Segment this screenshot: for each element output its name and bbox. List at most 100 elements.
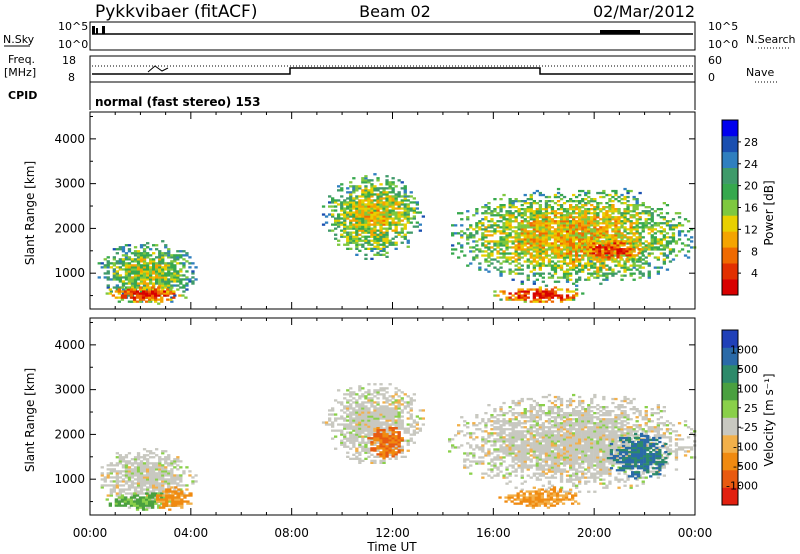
data-cell (121, 288, 126, 291)
data-cell (376, 209, 380, 212)
data-cell (358, 239, 362, 242)
data-cell (605, 202, 609, 205)
data-cell (587, 238, 591, 241)
data-cell (623, 222, 627, 225)
data-cell (142, 260, 147, 263)
data-cell (575, 254, 579, 257)
data-cell (167, 492, 171, 495)
data-cell (133, 466, 138, 469)
data-cell (460, 244, 464, 247)
data-cell (174, 490, 178, 493)
data-cell (650, 252, 654, 255)
data-cell (635, 208, 639, 211)
data-cell (632, 222, 636, 225)
data-cell (481, 244, 485, 247)
data-cell (403, 223, 407, 226)
data-cell (514, 226, 518, 229)
data-cell (164, 254, 168, 257)
data-cell (370, 211, 374, 214)
data-cell (499, 458, 503, 461)
data-cell (379, 451, 383, 454)
data-cell (355, 253, 359, 256)
data-cell (626, 218, 630, 221)
data-cell (403, 407, 407, 410)
data-cell (619, 252, 623, 255)
data-cell (142, 258, 147, 261)
data-cell (388, 439, 392, 442)
data-cell (538, 226, 542, 229)
data-cell (385, 407, 389, 410)
data-cell (355, 457, 359, 460)
data-cell (623, 264, 627, 267)
freq-trace (92, 67, 693, 75)
data-cell (346, 413, 350, 416)
data-cell (599, 195, 603, 199)
data-cell (349, 211, 353, 214)
data-cell (164, 252, 168, 255)
data-cell (127, 492, 132, 495)
data-cell (370, 447, 374, 450)
data-cell (148, 504, 152, 507)
data-cell (677, 216, 682, 219)
data-cell (562, 270, 567, 273)
data-cell (376, 407, 380, 410)
data-cell (364, 407, 368, 410)
data-cell (165, 494, 169, 497)
data-cell (647, 206, 651, 209)
data-cell (385, 217, 389, 220)
data-cell (605, 264, 609, 267)
data-cell (321, 223, 326, 226)
data-cell (511, 270, 515, 273)
data-cell (161, 484, 165, 487)
data-cell (158, 458, 162, 461)
data-cell (373, 229, 377, 232)
data-cell (605, 276, 609, 279)
data-cell (541, 208, 545, 211)
data-cell (595, 242, 599, 245)
data-cell (373, 441, 377, 444)
data-cell (565, 272, 570, 275)
data-cell (605, 242, 609, 245)
data-cell (421, 417, 425, 420)
data-cell (358, 243, 362, 246)
data-cell (520, 268, 524, 271)
data-cell (511, 456, 515, 459)
data-cell (617, 264, 621, 267)
data-cell (601, 236, 605, 239)
data-cell (592, 256, 596, 259)
data-cell (367, 433, 371, 436)
data-cell (496, 450, 500, 453)
data-cell (170, 460, 174, 463)
data-cell (400, 203, 404, 206)
data-cell (511, 460, 515, 463)
data-cell (626, 200, 630, 203)
data-cell (656, 238, 660, 241)
data-cell (145, 500, 149, 503)
data-cell (638, 242, 642, 245)
data-cell (388, 217, 392, 220)
data-cell (170, 478, 174, 481)
data-cell (602, 216, 606, 219)
data-cell (572, 238, 576, 241)
data-cell (505, 420, 509, 423)
data-cell (581, 198, 585, 201)
data-cell (394, 207, 398, 210)
data-cell (337, 185, 341, 188)
data-cell (388, 209, 392, 212)
data-cell (620, 216, 624, 219)
data-cell (406, 207, 410, 210)
data-cell (668, 250, 673, 253)
data-cell (472, 454, 476, 457)
data-cell (514, 198, 518, 201)
data-cell (607, 258, 611, 261)
data-cell (535, 290, 539, 293)
data-cell (650, 246, 654, 249)
data-cell (511, 220, 515, 223)
data-cell (364, 423, 368, 426)
data-cell (553, 272, 558, 275)
data-cell (526, 210, 530, 213)
data-cell (553, 195, 558, 199)
data-cell (361, 201, 365, 204)
data-cell (379, 411, 383, 414)
data-cell (352, 201, 356, 204)
